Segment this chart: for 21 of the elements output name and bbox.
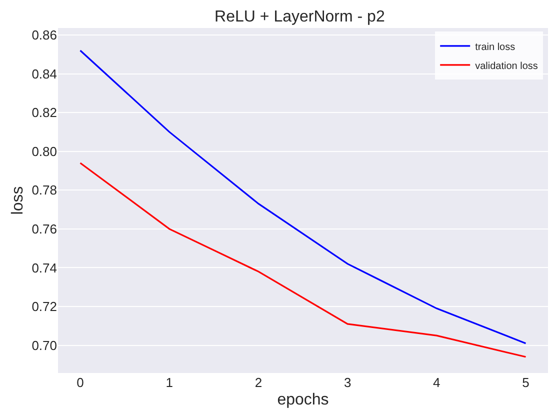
legend-label: train loss <box>475 42 516 53</box>
legend-label: validation loss <box>475 60 538 72</box>
y-tick-label: 0.76 <box>32 221 57 236</box>
chart-title: ReLU + LayerNorm - p2 <box>214 8 385 26</box>
x-tick-label: 5 <box>522 375 530 390</box>
y-tick-label: 0.74 <box>32 260 57 276</box>
x-tick-label: 4 <box>433 375 440 390</box>
y-tick-label: 0.72 <box>32 299 57 314</box>
y-tick-label: 0.86 <box>32 28 57 43</box>
x-tick-label: 0 <box>76 375 84 390</box>
y-tick-label: 0.82 <box>32 105 57 120</box>
x-tick-label: 1 <box>166 375 173 390</box>
y-axis-title: loss <box>10 186 27 215</box>
x-tick-label: 2 <box>254 375 262 390</box>
y-tick-label: 0.78 <box>32 182 57 198</box>
y-tick-label: 0.80 <box>32 144 57 159</box>
y-tick-label: 0.84 <box>32 66 57 82</box>
line-series <box>79 162 527 358</box>
x-axis-title: epochs <box>277 392 329 409</box>
y-tick-label: 0.70 <box>32 338 57 353</box>
x-tick-label: 3 <box>344 375 352 390</box>
